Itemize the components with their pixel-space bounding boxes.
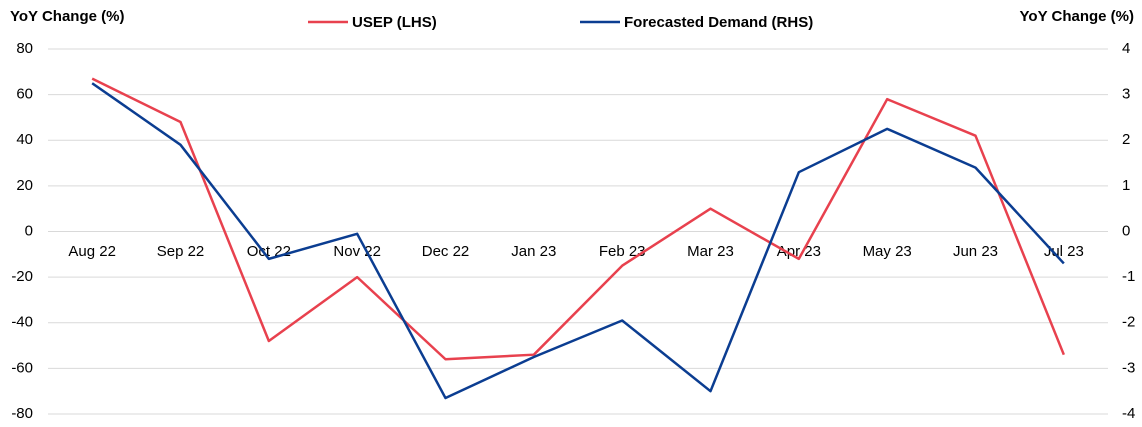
x-tick-label: Apr 23 bbox=[777, 243, 821, 260]
y-tick-label: 80 bbox=[16, 40, 33, 57]
y2-tick-label: 1 bbox=[1122, 177, 1130, 194]
y-tick-label: -20 bbox=[11, 268, 33, 285]
y2-tick-label: -2 bbox=[1122, 314, 1135, 331]
x-tick-label: Sep 22 bbox=[157, 243, 205, 260]
series-line bbox=[91, 82, 1065, 400]
y-tick-label: -60 bbox=[11, 359, 33, 376]
x-tick-label: Aug 22 bbox=[68, 243, 116, 260]
y-tick-label: -80 bbox=[11, 405, 33, 422]
y2-tick-label: 3 bbox=[1122, 86, 1130, 103]
y-tick-label: 60 bbox=[16, 86, 33, 103]
x-tick-label: Nov 22 bbox=[333, 243, 381, 260]
x-tick-label: Mar 23 bbox=[687, 243, 734, 260]
x-tick-label: Jun 23 bbox=[953, 243, 998, 260]
y2-tick-label: 4 bbox=[1122, 40, 1130, 57]
y2-tick-label: 2 bbox=[1122, 131, 1130, 148]
y-tick-label: 20 bbox=[16, 177, 33, 194]
y2-tick-label: -1 bbox=[1122, 268, 1135, 285]
y2-tick-label: -4 bbox=[1122, 405, 1135, 422]
y-axis-title: YoY Change (%) bbox=[10, 8, 124, 25]
series-line bbox=[91, 77, 1065, 361]
x-tick-label: Jan 23 bbox=[511, 243, 556, 260]
x-tick-label: Dec 22 bbox=[422, 243, 470, 260]
y2-tick-label: -3 bbox=[1122, 359, 1135, 376]
y-tick-label: 0 bbox=[25, 222, 33, 239]
legend-label: USEP (LHS) bbox=[352, 14, 437, 31]
y-tick-label: 40 bbox=[16, 131, 33, 148]
y2-tick-label: 0 bbox=[1122, 222, 1130, 239]
y2-axis-title: YoY Change (%) bbox=[1020, 8, 1134, 25]
x-tick-label: Feb 23 bbox=[599, 243, 646, 260]
x-tick-label: Jul 23 bbox=[1044, 243, 1084, 260]
legend-label: Forecasted Demand (RHS) bbox=[624, 14, 813, 31]
y-tick-label: -40 bbox=[11, 314, 33, 331]
x-tick-label: May 23 bbox=[863, 243, 912, 260]
